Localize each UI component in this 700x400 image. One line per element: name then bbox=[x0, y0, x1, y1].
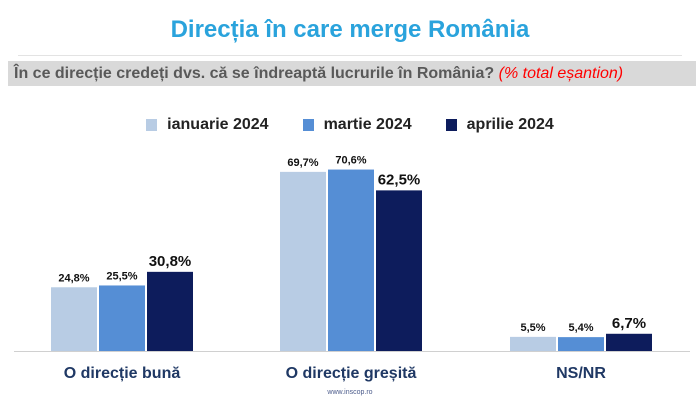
legend-label-april: aprilie 2024 bbox=[466, 116, 554, 133]
data-label-wrong-direction-march: 70,6% bbox=[335, 155, 366, 167]
legend-swatch-march bbox=[302, 119, 314, 131]
bar-ns-nr-january bbox=[510, 336, 556, 351]
bar-ns-nr-march bbox=[558, 337, 604, 351]
legend-item-march: martie 2024 bbox=[302, 116, 412, 134]
chart-legend: ianuarie 2024 martie 2024 aprilie 2024 bbox=[0, 114, 700, 136]
data-label-ns-nr-january: 5,5% bbox=[520, 322, 545, 334]
category-label-wrong-direction: O direcție greșită bbox=[286, 365, 417, 382]
bar-wrong-direction-january bbox=[280, 171, 326, 351]
source-footer: www.inscop.ro bbox=[327, 389, 373, 396]
legend-item-january: ianuarie 2024 bbox=[146, 116, 269, 134]
bar-good-direction-january bbox=[51, 287, 97, 351]
data-label-wrong-direction-april: 62,5% bbox=[378, 171, 421, 188]
bar-wrong-direction-march bbox=[328, 169, 374, 351]
question-note: (% total eșantion) bbox=[498, 65, 624, 82]
data-label-good-direction-march: 25,5% bbox=[106, 270, 137, 282]
question-bar bbox=[8, 61, 696, 86]
bar-ns-nr-april bbox=[606, 333, 652, 351]
page-title: Direcția în care merge România bbox=[170, 16, 530, 43]
legend-item-april: aprilie 2024 bbox=[445, 116, 554, 134]
legend-swatch-april bbox=[445, 119, 457, 131]
bar-wrong-direction-april bbox=[376, 190, 422, 351]
legend-label-january: ianuarie 2024 bbox=[167, 116, 269, 133]
legend-swatch-january bbox=[146, 119, 158, 131]
title-divider bbox=[18, 55, 682, 56]
data-label-good-direction-january: 24,8% bbox=[58, 272, 89, 284]
legend-label-march: martie 2024 bbox=[323, 116, 412, 133]
category-label-ns-nr: NS/NR bbox=[556, 365, 606, 382]
category-label-good-direction: O direcție bună bbox=[64, 365, 181, 382]
data-label-good-direction-april: 30,8% bbox=[149, 253, 192, 270]
bar-good-direction-march bbox=[99, 285, 145, 351]
question-label: În ce direcție credeți dvs. că se îndrea… bbox=[14, 65, 495, 82]
data-label-ns-nr-april: 6,7% bbox=[612, 315, 646, 332]
data-label-ns-nr-march: 5,4% bbox=[568, 322, 593, 334]
bar-good-direction-april bbox=[147, 271, 193, 351]
data-label-wrong-direction-january: 69,7% bbox=[287, 157, 318, 169]
question-text: În ce direcție credeți dvs. că se îndrea… bbox=[14, 65, 623, 83]
